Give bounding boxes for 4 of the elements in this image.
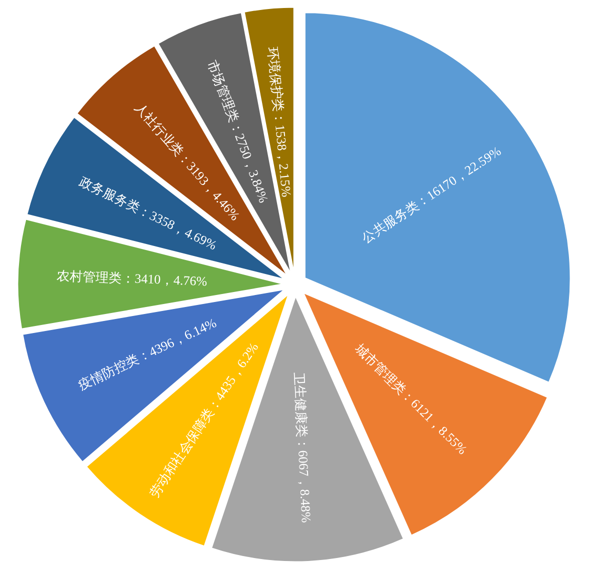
slice-label: 卫生健康类：6067，8.48%: [292, 372, 314, 524]
slice-label: 农村管理类：3410，4.76%: [56, 268, 208, 289]
slice-label: 环境保护类：1538，2.15%: [265, 46, 294, 198]
slice-label: 疫情防控类：4396，6.14%: [76, 314, 219, 392]
